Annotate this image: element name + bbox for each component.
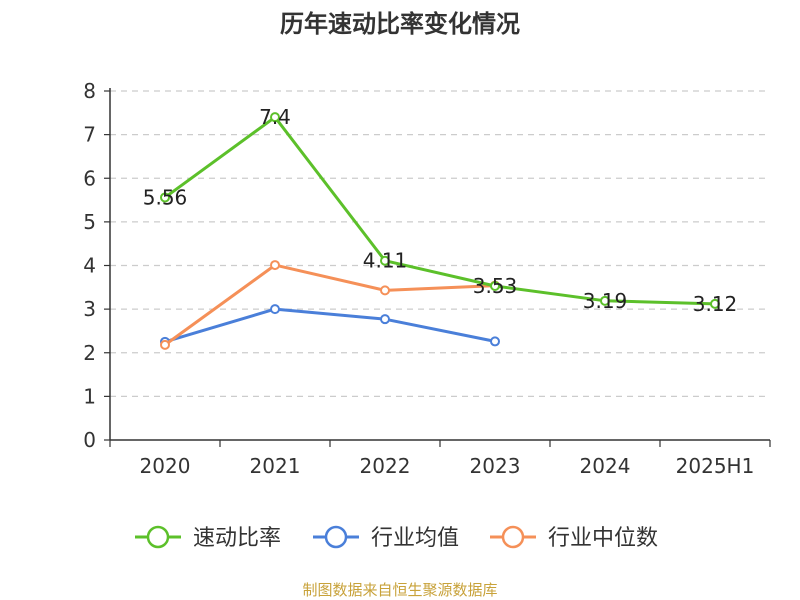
legend-label: 行业中位数 bbox=[548, 526, 658, 551]
legend-label: 行业均值 bbox=[371, 526, 459, 551]
y-tick-label: 3 bbox=[83, 297, 96, 321]
y-tick-label: 0 bbox=[83, 428, 96, 452]
data-point bbox=[490, 336, 500, 347]
data-point bbox=[270, 260, 280, 271]
series-0 bbox=[160, 112, 720, 309]
y-tick-label: 2 bbox=[83, 341, 96, 365]
series-group bbox=[160, 112, 720, 350]
y-tick-label: 5 bbox=[83, 210, 96, 234]
x-tick-label: 2021 bbox=[250, 454, 301, 478]
y-tick-label: 7 bbox=[83, 123, 96, 147]
legend-marker-icon bbox=[501, 525, 525, 549]
series-line-2 bbox=[164, 263, 496, 347]
data-label: 4.11 bbox=[363, 249, 408, 273]
legend-item: 行业均值 bbox=[313, 525, 459, 551]
x-tick-label: 2023 bbox=[470, 454, 521, 478]
axes: 0 1 2 3 4 5 6 7 8 2020 2021 2022 2023 2024 2025H1 bbox=[83, 79, 771, 478]
data-point bbox=[490, 281, 500, 292]
legend-marker-icon bbox=[146, 525, 170, 549]
chart-title: 历年速动比率变化情况 bbox=[280, 10, 520, 38]
source-note: 制图数据来自恒生聚源数据库 bbox=[302, 581, 497, 599]
data-label: 3.53 bbox=[473, 274, 518, 298]
data-label: 5.56 bbox=[143, 185, 188, 209]
legend-marker-icon bbox=[324, 525, 348, 549]
data-point bbox=[380, 285, 390, 296]
x-tick-label: 2024 bbox=[580, 454, 631, 478]
grid bbox=[110, 90, 770, 397]
legend-item: 速动比率 bbox=[135, 525, 281, 551]
data-labels: 5.56 7.4 4.11 3.53 3.19 3.12 bbox=[143, 105, 738, 316]
legend: 速动比率 行业均值 行业中位数 bbox=[135, 525, 658, 551]
data-point bbox=[600, 295, 610, 306]
data-point bbox=[380, 255, 390, 266]
y-tick-label: 6 bbox=[83, 166, 96, 190]
x-tick-label: 2020 bbox=[140, 454, 191, 478]
data-label: 3.19 bbox=[583, 289, 628, 313]
data-point bbox=[710, 298, 720, 309]
y-tick-label: 1 bbox=[83, 384, 96, 408]
data-point bbox=[380, 314, 390, 325]
data-point bbox=[160, 192, 170, 203]
data-label: 3.12 bbox=[693, 292, 738, 316]
series-1 bbox=[160, 304, 500, 347]
data-label: 7.4 bbox=[259, 105, 291, 129]
x-tick-label: 2025H1 bbox=[676, 454, 755, 478]
data-point bbox=[270, 112, 280, 123]
data-point bbox=[270, 304, 280, 315]
series-line-1 bbox=[164, 307, 496, 344]
x-tick-label: 2022 bbox=[360, 454, 411, 478]
y-tick-label: 8 bbox=[83, 79, 96, 103]
legend-label: 速动比率 bbox=[193, 526, 281, 551]
legend-item: 行业中位数 bbox=[490, 525, 658, 551]
series-line-0 bbox=[164, 115, 716, 306]
data-point bbox=[160, 339, 170, 350]
y-tick-label: 4 bbox=[83, 254, 96, 278]
